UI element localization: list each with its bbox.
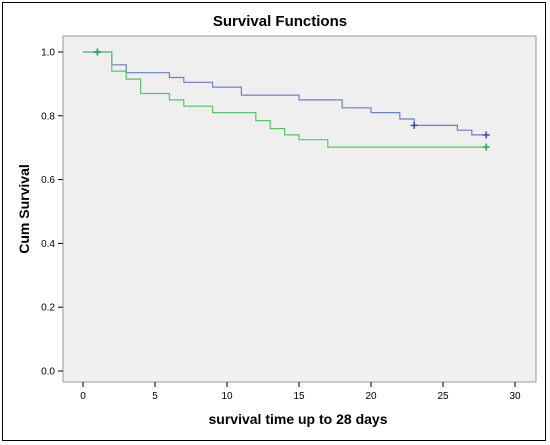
y-tick-label: 0.2: [41, 303, 55, 314]
censor-mark: [93, 48, 101, 56]
x-tick-label: 5: [152, 391, 158, 402]
y-tick-label: 1.0: [41, 48, 55, 59]
x-tick-label: 30: [509, 391, 521, 402]
y-axis-label: Cum Survival: [16, 164, 32, 253]
censor-mark: [410, 121, 418, 129]
y-tick-label: 0.4: [41, 239, 55, 250]
censor-mark: [482, 143, 490, 151]
x-tick-label: 0: [80, 391, 86, 402]
series-line-1: [83, 51, 487, 136]
censor-mark: [482, 131, 490, 139]
y-tick-label: 0.8: [41, 111, 55, 122]
x-tick-label: 25: [437, 391, 449, 402]
x-tick-label: 10: [221, 391, 233, 402]
x-tick-label: 20: [365, 391, 377, 402]
series-line-2: [83, 51, 487, 148]
chart-title: Survival Functions: [213, 13, 347, 30]
y-tick-label: 0.6: [41, 175, 55, 186]
x-tick-label: 15: [293, 391, 305, 402]
x-axis-label: survival time up to 28 days: [209, 411, 388, 427]
y-tick-label: 0.0: [41, 367, 55, 378]
plot-area: [62, 35, 537, 383]
